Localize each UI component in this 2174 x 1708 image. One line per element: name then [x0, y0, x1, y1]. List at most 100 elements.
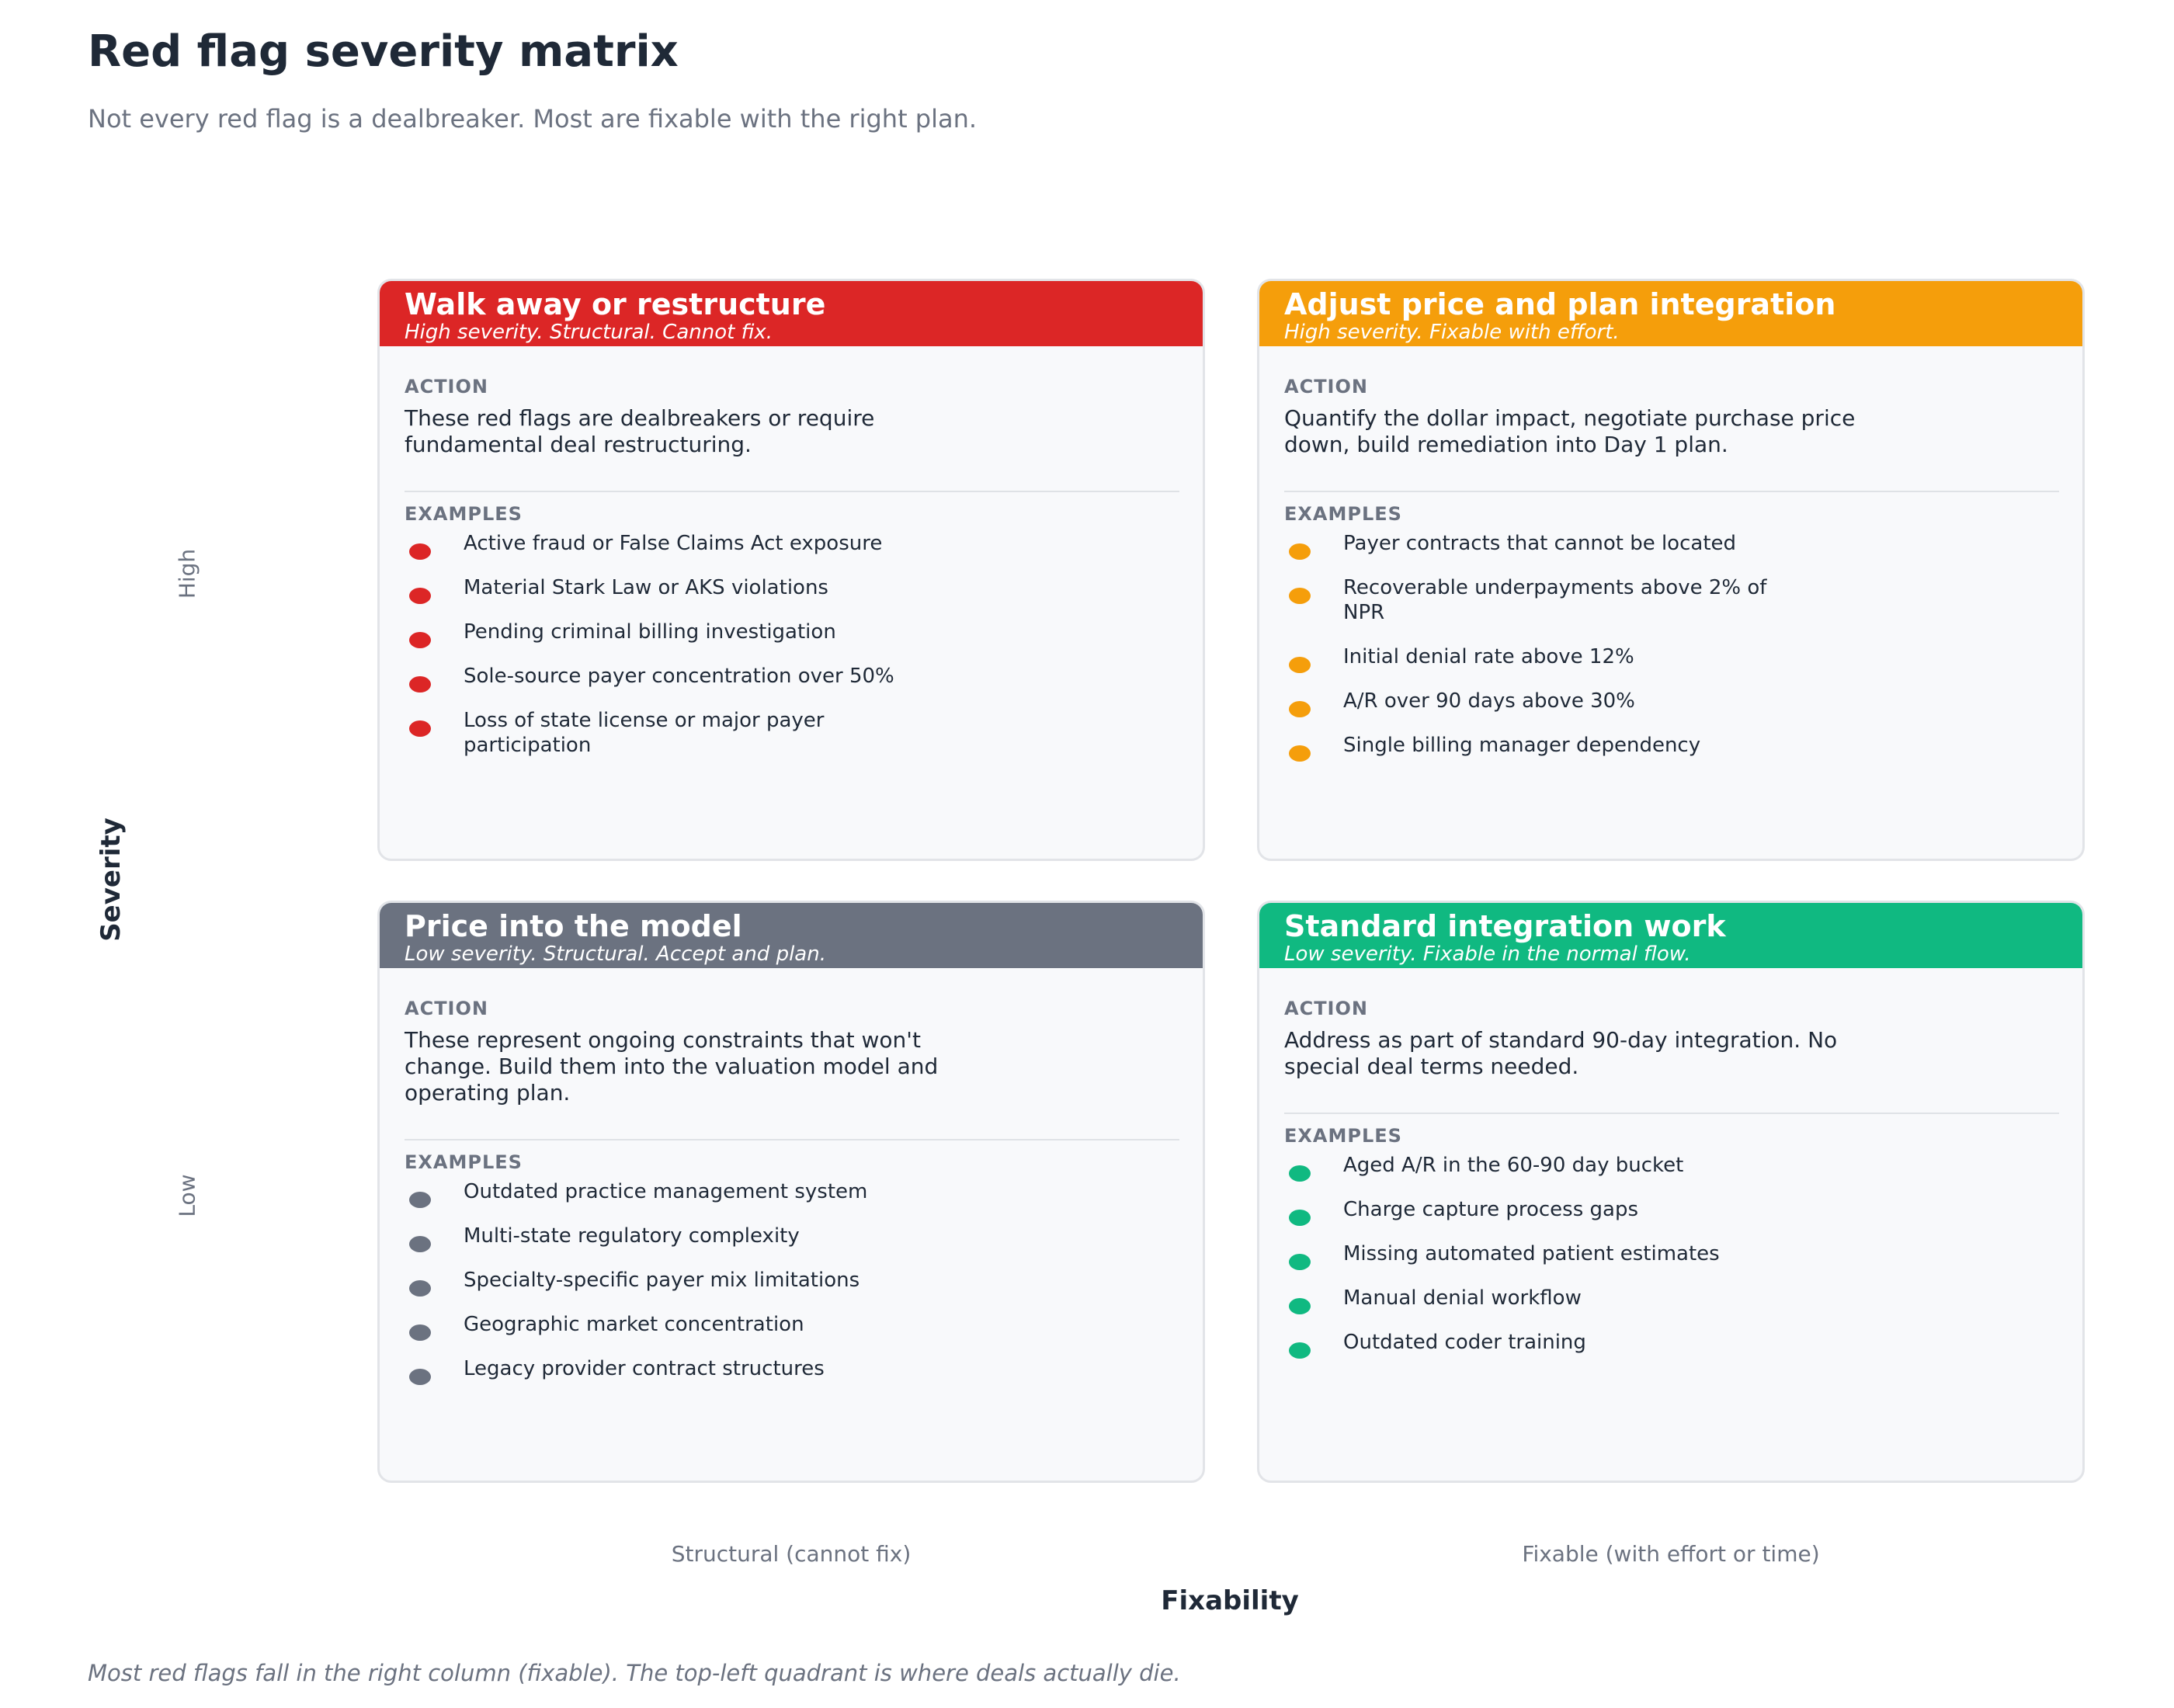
example-item: Pending criminal billing investigation [405, 620, 1179, 648]
examples-label: EXAMPLES [1284, 1125, 1402, 1147]
page-subtitle: Not every red flag is a dealbreaker. Mos… [88, 104, 978, 134]
example-text: Material Stark Law or AKS violations [464, 576, 828, 599]
bullet-dot-icon [1289, 1254, 1311, 1270]
examples-list: Outdated practice management system Mult… [405, 1179, 1179, 1385]
example-item: Outdated coder training [1284, 1330, 2059, 1359]
quadrant-header: Standard integration work Low severity. … [1259, 903, 2082, 968]
example-text: Specialty-specific payer mix limitations [464, 1269, 860, 1292]
example-item: Legacy provider contract structures [405, 1356, 1179, 1385]
bullet-dot-icon [1289, 745, 1311, 762]
footnote: Most red flags fall in the right column … [88, 1660, 1181, 1686]
example-text: Pending criminal billing investigation [464, 620, 836, 644]
bullet-dot-icon [1289, 1210, 1311, 1226]
divider [1284, 491, 2059, 492]
bullet-dot-icon [1289, 1298, 1311, 1314]
quadrant-body: ACTION Address as part of standard 90-da… [1259, 968, 2082, 1359]
examples-list: Payer contracts that cannot be located R… [1284, 531, 2059, 762]
example-item: Active fraud or False Claims Act exposur… [405, 531, 1179, 560]
example-item: Charge capture process gaps [1284, 1197, 2059, 1226]
example-text: Outdated coder training [1343, 1331, 1586, 1354]
x-axis-structural-label: Structural (cannot fix) [671, 1541, 912, 1567]
action-text: Address as part of standard 90-day integ… [1284, 1027, 1838, 1079]
quadrant-title: Price into the model [405, 909, 742, 943]
quadrant-subtitle: Low severity. Fixable in the normal flow… [1284, 943, 1691, 966]
bullet-dot-icon [409, 1369, 431, 1385]
example-text: Legacy provider contract structures [464, 1357, 825, 1380]
bullet-dot-icon [1289, 543, 1311, 560]
example-item: Geographic market concentration [405, 1312, 1179, 1341]
example-item: Aged A/R in the 60-90 day bucket [1284, 1153, 2059, 1182]
examples-label: EXAMPLES [405, 1151, 523, 1173]
bullet-dot-icon [1289, 701, 1311, 717]
example-text: Recoverable underpayments above 2% of NP… [1343, 576, 1767, 624]
bullet-dot-icon [1289, 1165, 1311, 1182]
example-item: Outdated practice management system [405, 1179, 1179, 1208]
example-item: Missing automated patient estimates [1284, 1241, 2059, 1270]
bullet-dot-icon [409, 1236, 431, 1252]
divider [405, 1139, 1179, 1140]
quadrant-header: Price into the model Low severity. Struc… [380, 903, 1203, 968]
example-item: Material Stark Law or AKS violations [405, 575, 1179, 604]
bullet-dot-icon [1289, 588, 1311, 604]
divider [1284, 1113, 2059, 1114]
example-text: Sole-source payer concentration over 50% [464, 665, 894, 688]
bullet-dot-icon [409, 1324, 431, 1341]
example-item: Recoverable underpayments above 2% of NP… [1284, 575, 2059, 625]
bullet-dot-icon [409, 632, 431, 648]
action-text: Quantify the dollar impact, negotiate pu… [1284, 405, 1856, 457]
action-label: ACTION [1284, 998, 1368, 1019]
quadrant-standard-integration: Standard integration work Low severity. … [1257, 901, 2085, 1483]
example-text: Multi-state regulatory complexity [464, 1224, 800, 1248]
example-item: Multi-state regulatory complexity [405, 1224, 1179, 1252]
divider [405, 491, 1179, 492]
example-text: Payer contracts that cannot be located [1343, 532, 1737, 555]
example-item: A/R over 90 days above 30% [1284, 689, 2059, 717]
quadrant-header: Adjust price and plan integration High s… [1259, 281, 2082, 346]
example-item: Sole-source payer concentration over 50% [405, 664, 1179, 693]
quadrant-body: ACTION Quantify the dollar impact, negot… [1259, 346, 2082, 762]
example-text: Manual denial workflow [1343, 1286, 1582, 1310]
quadrant-adjust-price: Adjust price and plan integration High s… [1257, 279, 2085, 861]
examples-list: Active fraud or False Claims Act exposur… [405, 531, 1179, 758]
bullet-dot-icon [1289, 1342, 1311, 1359]
example-item: Initial denial rate above 12% [1284, 644, 2059, 673]
page-title: Red flag severity matrix [88, 26, 679, 77]
quadrant-subtitle: Low severity. Structural. Accept and pla… [405, 943, 826, 966]
example-text: A/R over 90 days above 30% [1343, 689, 1635, 713]
action-label: ACTION [1284, 376, 1368, 397]
quadrant-subtitle: High severity. Fixable with effort. [1284, 321, 1620, 344]
x-axis-title: Fixability [1161, 1585, 1299, 1616]
y-axis-title: Severity [96, 818, 127, 942]
action-text: These red flags are dealbreakers or requ… [405, 405, 875, 457]
quadrant-title: Standard integration work [1284, 909, 1726, 943]
example-text: Active fraud or False Claims Act exposur… [464, 532, 883, 555]
quadrant-subtitle: High severity. Structural. Cannot fix. [405, 321, 773, 344]
bullet-dot-icon [409, 543, 431, 560]
example-text: Charge capture process gaps [1343, 1198, 1639, 1221]
example-text: Geographic market concentration [464, 1313, 804, 1336]
quadrant-body: ACTION These red flags are dealbreakers … [380, 346, 1203, 758]
action-label: ACTION [405, 376, 488, 397]
example-item: Payer contracts that cannot be located [1284, 531, 2059, 560]
example-text: Missing automated patient estimates [1343, 1242, 1720, 1265]
example-text: Aged A/R in the 60-90 day bucket [1343, 1154, 1684, 1177]
bullet-dot-icon [409, 588, 431, 604]
example-text: Initial denial rate above 12% [1343, 645, 1634, 668]
example-item: Loss of state license or major payer par… [405, 708, 1179, 758]
examples-label: EXAMPLES [1284, 503, 1402, 525]
example-item: Manual denial workflow [1284, 1286, 2059, 1314]
bullet-dot-icon [409, 1280, 431, 1297]
bullet-dot-icon [1289, 657, 1311, 673]
quadrant-price-into-model: Price into the model Low severity. Struc… [377, 901, 1205, 1483]
action-label: ACTION [405, 998, 488, 1019]
examples-label: EXAMPLES [405, 503, 523, 525]
x-axis-fixable-label: Fixable (with effort or time) [1522, 1541, 1820, 1567]
example-text: Loss of state license or major payer par… [464, 709, 825, 757]
example-item: Specialty-specific payer mix limitations [405, 1268, 1179, 1297]
bullet-dot-icon [409, 676, 431, 693]
quadrant-title: Walk away or restructure [405, 287, 826, 321]
bullet-dot-icon [409, 720, 431, 737]
y-axis-high-label: High [174, 548, 200, 599]
action-text: These represent ongoing constraints that… [405, 1027, 939, 1106]
quadrant-title: Adjust price and plan integration [1284, 287, 1836, 321]
